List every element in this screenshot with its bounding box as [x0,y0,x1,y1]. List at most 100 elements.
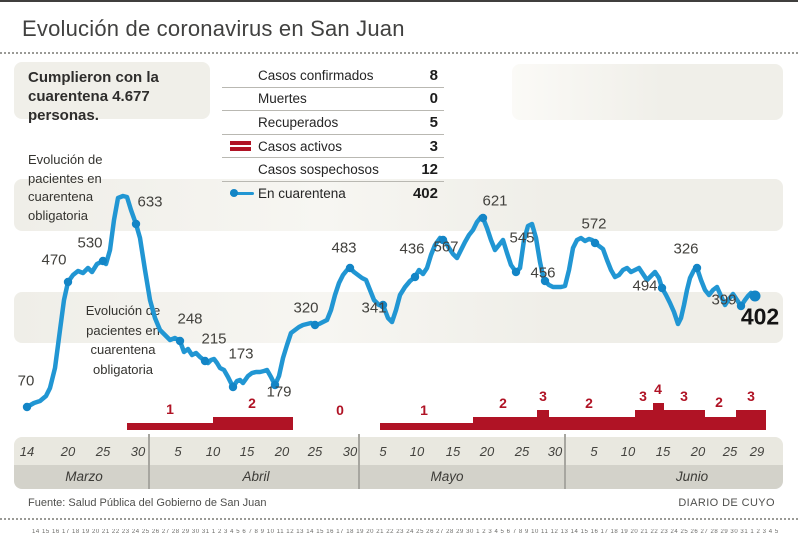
quarantine-value-label: 179 [266,383,292,401]
quarantine-value-label: 326 [673,240,699,258]
footer-divider [0,518,798,520]
quarantine-value-label: 399 [711,291,737,309]
source-credit: Fuente: Salud Pública del Gobierno de Sa… [28,497,267,509]
quarantine-data-dot [590,238,600,248]
quarantine-value-label: 70 [17,372,35,390]
stat-value: 5 [429,113,438,131]
quarantine-value-label: 633 [137,193,163,211]
active-cases-value-label: 3 [680,388,688,404]
quarantine-current-value-label: 402 [740,303,780,330]
quarantine-value-label: 483 [331,239,357,257]
stat-value: 0 [429,90,438,108]
day-tick: 25 [514,444,530,459]
day-tick: 10 [409,444,425,459]
quarantine-value-label: 215 [201,330,227,348]
month-label-marzo: Marzo [65,469,103,484]
day-tick: 14 [19,444,35,459]
active-cases-value-label: 1 [420,402,428,418]
quarantine-data-dot [228,382,238,392]
month-separator [564,434,566,489]
month-separator [148,434,150,489]
active-cases-bar [653,403,664,430]
quarantine-value-label: 545 [509,229,535,247]
active-cases-bar [380,423,473,430]
quarantine-value-label: 173 [228,345,254,363]
month-label-mayo: Mayo [430,469,464,484]
active-cases-bar [473,417,537,430]
active-cases-value-label: 2 [585,395,593,411]
active-cases-bar [705,417,736,430]
quarantine-value-label: 470 [41,251,67,269]
quarantine-compliance-note: Cumplieron con la cuarentena 4.677 perso… [28,69,159,124]
month-band [14,465,783,489]
quarantine-data-dot [692,263,702,273]
day-tick: 15 [445,444,461,459]
quarantine-data-dot [22,402,32,412]
quarantine-value-label: 567 [433,238,459,256]
background-stripe [14,62,210,119]
month-separator [358,434,360,489]
covid-stats-table: Casos confirmados 8 Muertes 0 Recuperados 5 Ca… [222,64,444,205]
quarantine-value-label: 320 [293,299,319,317]
active-cases-value-label: 3 [639,388,647,404]
active-cases-value-label: 2 [499,395,507,411]
quarantine-data-dot [657,283,667,293]
quarantine-value-label: 494 [632,277,658,295]
quarantine-line-icon [222,189,258,198]
stat-row-recuperados: Recuperados 5 [222,111,444,135]
day-tick: 30 [130,444,146,459]
month-label-junio: Junio [675,469,709,484]
active-cases-bars-icon [222,139,258,153]
day-tick: 20 [690,444,706,459]
day-tick: 20 [479,444,495,459]
stat-row-casos-confirmados: Casos confirmados 8 [222,64,444,88]
stat-label: En cuarentena [258,185,346,201]
stat-label: Casos sospechosos [258,162,379,178]
day-tick: 25 [722,444,738,459]
active-cases-value-label: 2 [715,394,723,410]
top-border-rule [0,0,798,2]
quarantine-data-dot [511,267,521,277]
quarantine-data-dot [98,256,108,266]
quarantine-value-label: 341 [361,299,387,317]
background-stripe [512,64,783,120]
day-tick: 10 [620,444,636,459]
quarantine-data-dot [200,356,210,366]
quarantine-value-label: 456 [530,264,556,282]
day-tick: 5 [590,444,598,459]
active-cases-bar [664,410,705,430]
active-cases-value-label: 2 [248,395,256,411]
quarantine-value-label: 572 [581,215,607,233]
quarantine-data-dot [410,272,420,282]
day-tick-band [14,437,783,465]
active-cases-value-label: 4 [654,381,662,397]
month-label-abril: Abril [242,469,270,484]
active-cases-bar [736,410,766,430]
quarantine-value-label: 436 [399,240,425,258]
day-tick: 20 [60,444,76,459]
curve-annotation-left: Evolución de pacientes en cuarentena obl… [28,152,103,223]
active-cases-bar [213,417,293,430]
active-cases-value-label: 0 [336,402,344,418]
active-cases-value-label: 3 [539,388,547,404]
curve-annotation-center: Evolución de pacientes en cuarentena obl… [85,303,161,377]
day-tick: 5 [379,444,387,459]
stat-row-casos-activos: Casos activos 3 [222,135,444,159]
stat-value: 3 [429,137,438,155]
active-cases-bar [635,410,653,430]
active-cases-bar [537,410,549,430]
stat-value: 8 [429,66,438,84]
stat-label: Casos confirmados [258,67,374,83]
quarantine-data-dot [345,263,355,273]
quarantine-value-label: 530 [77,234,103,252]
title-divider [0,52,798,54]
quarantine-value-label: 621 [482,192,508,210]
active-cases-value-label: 1 [166,401,174,417]
stat-label: Muertes [258,91,307,107]
stat-row-casos-sospechosos: Casos sospechosos 12 [222,158,444,182]
day-tick: 15 [655,444,671,459]
day-tick: 10 [205,444,221,459]
stat-value: 12 [421,161,438,179]
day-tick: 30 [547,444,563,459]
